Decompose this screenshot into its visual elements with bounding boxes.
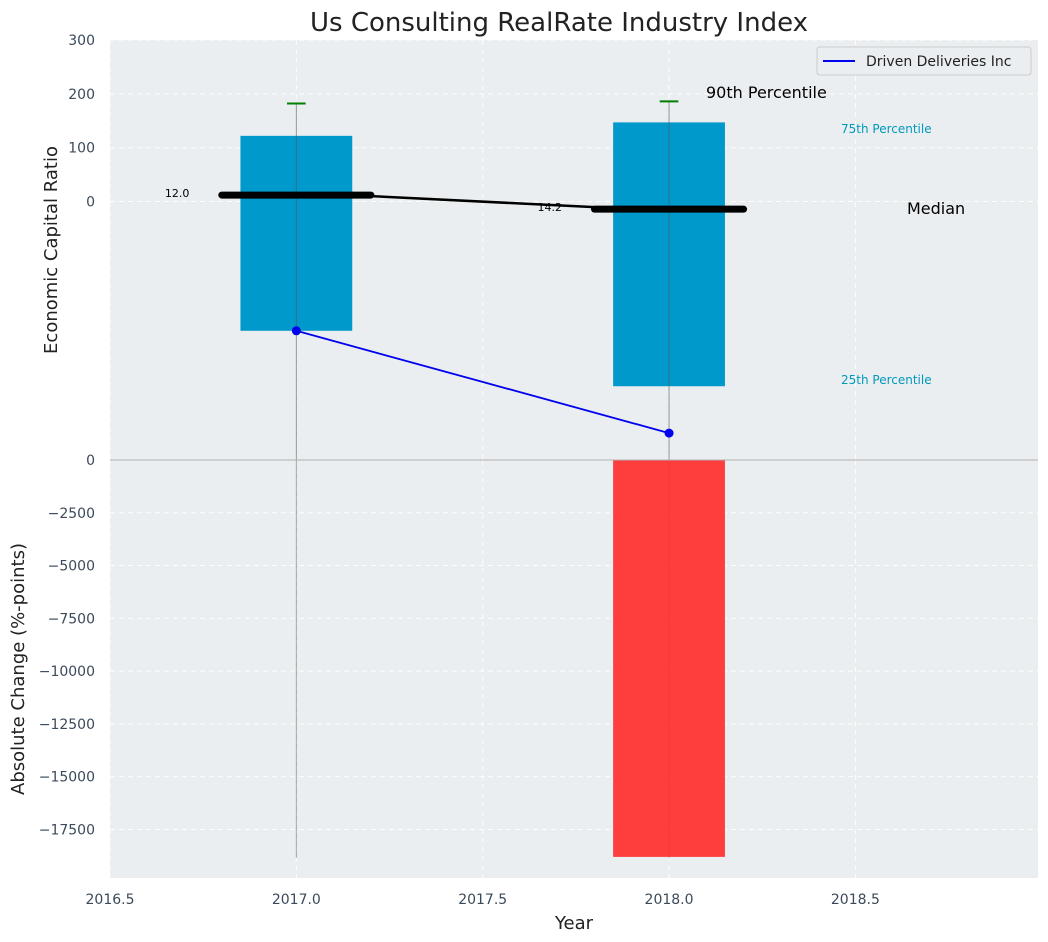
bottom-y-tick-label: −12500 xyxy=(39,717,95,733)
bottom-y-tick-label: 0 xyxy=(86,453,95,469)
legend: Driven Deliveries Inc xyxy=(816,46,1032,76)
absolute-change-bar xyxy=(613,460,725,857)
legend-box xyxy=(816,46,1032,76)
bottom-y-tick-label: −5000 xyxy=(48,559,95,575)
top-y-tick-label: 100 xyxy=(68,141,95,157)
median-value-label: 14.2 xyxy=(538,201,563,214)
company-series-line xyxy=(296,329,670,434)
annotation-25th-percentile: 25th Percentile xyxy=(841,373,932,387)
bottom-y-ticks: −2500 −5000 −7500 −10000 −12500 −15000 −17500 0 xyxy=(39,453,95,838)
bottom-y-tick-label: −7500 xyxy=(48,611,95,627)
x-tick-label: 2017.0 xyxy=(272,892,321,908)
x-axis-label: Year xyxy=(554,913,594,934)
x-tick-label: 2018.0 xyxy=(645,892,694,908)
bottom-y-tick-label: −17500 xyxy=(39,822,95,838)
annotation-median: Median xyxy=(907,199,965,218)
top-y-tick-label: 200 xyxy=(68,87,95,103)
company-series-point xyxy=(291,326,301,336)
bottom-y-axis-label: Absolute Change (%-points) xyxy=(8,543,29,795)
top-y-axis-label: Economic Capital Ratio xyxy=(41,146,62,354)
top-y-ticks: 300 200 100 0 xyxy=(68,33,95,211)
x-ticks: 2016.5 2017.0 2017.5 2018.0 2018.5 xyxy=(86,892,880,908)
bottom-marks xyxy=(295,460,725,858)
annotation-90th-percentile: 90th Percentile xyxy=(706,83,827,102)
annotation-75th-percentile: 75th Percentile xyxy=(841,122,932,136)
legend-entry: Driven Deliveries Inc xyxy=(866,54,1011,70)
bottom-y-tick-label: −15000 xyxy=(39,770,95,786)
top-marks: 12.0 14.2 xyxy=(165,100,748,460)
median-trend-line xyxy=(370,194,595,209)
chart-title: Us Consulting RealRate Industry Index xyxy=(310,8,808,38)
top-y-tick-label: 0 xyxy=(86,195,95,211)
bottom-y-tick-label: −2500 xyxy=(48,506,95,522)
company-series-point xyxy=(664,428,674,438)
x-tick-label: 2016.5 xyxy=(86,892,135,908)
x-tick-label: 2018.5 xyxy=(831,892,880,908)
bottom-y-tick-label: −10000 xyxy=(39,664,95,680)
x-tick-label: 2017.5 xyxy=(458,892,507,908)
top-y-tick-label: 300 xyxy=(68,33,95,49)
bottom-plot-area xyxy=(110,460,1038,878)
median-value-label: 12.0 xyxy=(165,187,190,200)
